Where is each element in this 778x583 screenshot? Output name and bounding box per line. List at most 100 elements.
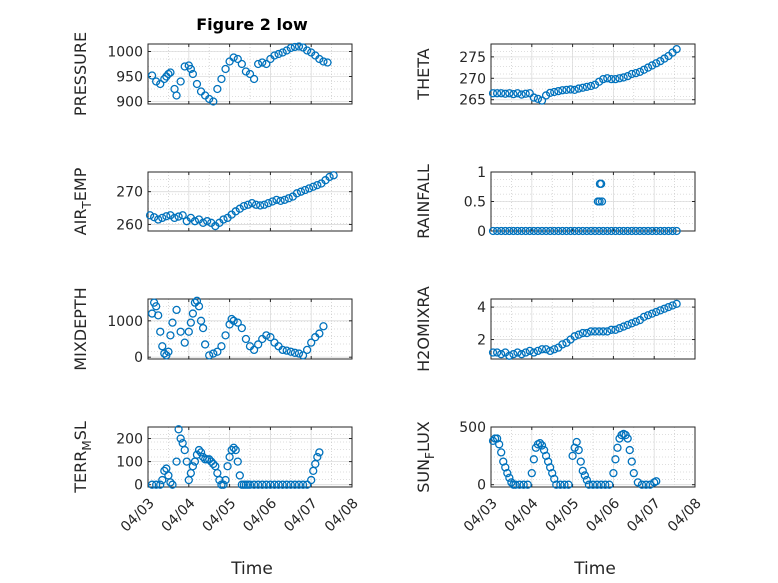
axes-box: [490, 298, 696, 360]
data-point: [200, 340, 210, 349]
data-point: [619, 226, 628, 236]
data-point: [537, 441, 547, 450]
data-point: [631, 68, 640, 78]
data-point: [584, 480, 594, 489]
data-point: [172, 457, 181, 466]
data-point: [597, 179, 606, 188]
data-point: [582, 475, 592, 485]
data-point: [627, 319, 636, 328]
data-point: [588, 480, 598, 489]
data-point: [213, 347, 222, 356]
data-point: [286, 43, 295, 53]
y-axis-label: PRESSURE: [71, 32, 90, 116]
data-point: [509, 89, 518, 99]
data-point: [578, 83, 587, 92]
data-point: [631, 317, 640, 326]
data-point: [245, 69, 255, 79]
data-point: [533, 226, 543, 236]
data-point: [535, 439, 545, 448]
data-point: [501, 89, 510, 98]
data-point: [541, 91, 551, 100]
axes-box: [147, 171, 353, 232]
data-point: [554, 86, 563, 96]
y-tick-label: 950: [116, 70, 143, 86]
data-point: [319, 322, 328, 331]
data-point: [294, 349, 304, 358]
data-point: [629, 469, 638, 478]
data-point: [664, 302, 673, 312]
data-point: [233, 318, 242, 327]
data-point: [186, 318, 195, 327]
y-axis-label: H2OMIXRA: [414, 286, 433, 372]
data-point: [188, 309, 198, 318]
y-tick-label: 270: [459, 71, 486, 87]
axes-box: [147, 43, 353, 105]
data-point: [166, 211, 175, 220]
data-point: [315, 329, 324, 338]
data-point: [282, 346, 291, 355]
data-point: [203, 217, 212, 226]
data-point: [284, 194, 293, 203]
data-point: [162, 212, 171, 221]
data-point: [597, 197, 607, 206]
data-point: [235, 204, 244, 213]
data-point: [249, 74, 259, 84]
data-point: [550, 87, 559, 97]
data-point: [594, 226, 604, 236]
data-point: [594, 77, 604, 86]
data-point: [607, 226, 616, 236]
data-point: [615, 74, 624, 83]
data-point: [521, 89, 530, 98]
x-axis-label-right: Time: [573, 559, 616, 579]
data-point: [546, 88, 555, 98]
data-point: [627, 457, 636, 466]
data-point: [652, 307, 661, 317]
data-point: [182, 457, 191, 466]
y-tick-label: 0.5: [464, 195, 486, 211]
data-point: [533, 346, 543, 356]
data-point: [537, 345, 547, 354]
data-point: [258, 480, 267, 489]
data-point: [190, 217, 200, 226]
data-point: [668, 226, 677, 236]
y-tick-label: 900: [116, 95, 143, 111]
data-point: [648, 61, 657, 70]
data-point: [611, 325, 620, 334]
data-point: [315, 54, 324, 64]
data-point: [660, 226, 669, 236]
data-point: [323, 58, 332, 67]
data-point: [186, 64, 195, 74]
data-point: [639, 226, 649, 236]
data-point: [580, 471, 589, 480]
data-point: [274, 49, 283, 59]
y-axis-label: RAINFALL: [414, 164, 433, 239]
data-point: [529, 226, 538, 236]
data-point: [492, 89, 502, 98]
data-point: [611, 74, 620, 84]
data-point: [586, 226, 596, 236]
data-point: [219, 480, 228, 489]
data-point: [176, 77, 185, 86]
y-axis-label: MIXDEPTH: [71, 287, 90, 370]
data-point: [256, 201, 265, 210]
data-point: [578, 226, 587, 236]
data-point: [325, 172, 334, 182]
data-point: [223, 462, 232, 471]
data-point: [229, 53, 238, 62]
data-point: [266, 333, 275, 342]
data-point: [488, 436, 498, 445]
data-point: [562, 85, 571, 95]
data-point: [305, 184, 314, 193]
data-point: [245, 480, 255, 489]
data-point: [239, 201, 249, 211]
data-point: [529, 93, 538, 102]
data-point: [174, 425, 183, 434]
data-point: [603, 74, 612, 83]
data-point: [278, 48, 287, 57]
data-point: [599, 226, 608, 236]
data-point: [194, 445, 204, 455]
data-point: [615, 324, 624, 333]
data-point: [307, 475, 316, 485]
data-point: [607, 74, 616, 84]
